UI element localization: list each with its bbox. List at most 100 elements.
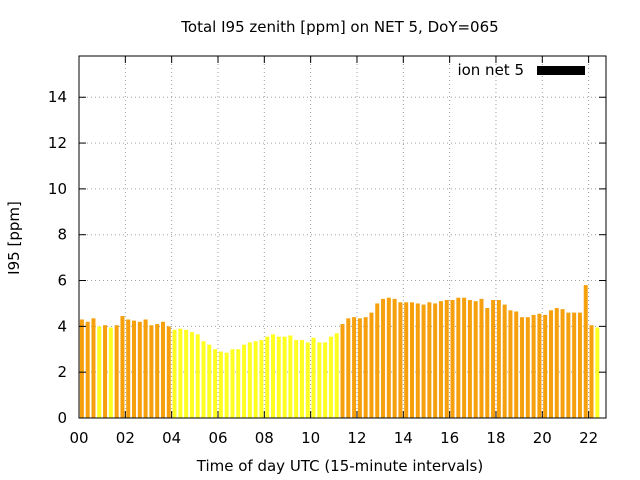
bar: [259, 340, 264, 418]
bar: [433, 303, 438, 418]
y-tick-label: 10: [48, 180, 67, 198]
bar: [363, 317, 368, 418]
bar: [543, 314, 548, 418]
plot-frame: [78, 55, 607, 419]
bar: [508, 310, 513, 418]
x-tick-label: 18: [486, 429, 505, 447]
bar: [409, 302, 414, 418]
bar: [525, 317, 530, 418]
x-tick-label: 10: [301, 429, 320, 447]
bar: [496, 300, 501, 418]
chart-title: Total I95 zenith [ppm] on NET 5, DoY=065: [180, 18, 498, 36]
x-tick-label: 14: [394, 429, 413, 447]
y-tick-label: 0: [57, 409, 67, 427]
bar: [195, 334, 200, 418]
x-axis-ticks: 00 02 04 06 08 10 12 14 16 18 20 22: [69, 56, 598, 447]
bar: [236, 349, 241, 418]
bar: [502, 304, 507, 418]
x-tick-label: 06: [208, 429, 227, 447]
bar: [149, 325, 154, 418]
bar: [334, 333, 339, 418]
bar: [323, 342, 328, 418]
bar: [294, 340, 299, 418]
legend-label: ion net 5: [457, 61, 524, 79]
bar: [253, 341, 258, 418]
bar: [299, 340, 304, 418]
bar: [97, 326, 102, 418]
bar: [218, 351, 223, 418]
bar: [143, 319, 148, 418]
x-tick-label: 20: [533, 429, 552, 447]
bar: [537, 313, 542, 418]
bar: [132, 320, 137, 418]
bar: [271, 334, 276, 418]
bar: [126, 319, 131, 418]
bar: [572, 312, 577, 418]
x-tick-label: 04: [162, 429, 181, 447]
bar: [160, 321, 165, 418]
bar: [247, 342, 252, 418]
bar: [381, 298, 386, 418]
bar: [548, 310, 553, 418]
bar: [566, 312, 571, 418]
y-axis-ticks: 0 2 4 6 8 10 12 14: [48, 88, 606, 427]
bar: [108, 327, 113, 418]
bar: [589, 325, 594, 418]
grid-lines: [79, 56, 606, 418]
bar: [207, 344, 212, 418]
bar: [242, 344, 247, 418]
y-tick-label: 12: [48, 134, 67, 152]
bar: [520, 317, 525, 418]
bar: [172, 329, 177, 418]
bar: [224, 352, 229, 418]
bar: [485, 308, 490, 418]
bar: [450, 300, 455, 418]
bar: [184, 329, 189, 418]
bar: [583, 285, 588, 418]
y-tick-label: 14: [48, 88, 67, 106]
bar: [444, 300, 449, 418]
bar: [265, 336, 270, 418]
bar: [91, 318, 96, 418]
y-axis-label: I95 [ppm]: [5, 201, 23, 275]
bar: [340, 324, 345, 418]
bar: [230, 349, 235, 418]
bar: [577, 312, 582, 418]
legend-swatch: [537, 66, 585, 75]
x-tick-label: 02: [116, 429, 135, 447]
bar: [467, 300, 472, 418]
bar: [317, 342, 322, 418]
x-tick-label: 12: [347, 429, 366, 447]
bar: [560, 309, 565, 418]
bar: [79, 319, 84, 418]
bar: [288, 335, 293, 418]
y-tick-label: 4: [57, 317, 67, 335]
bar: [514, 311, 519, 418]
bar: [352, 317, 357, 418]
bar: [375, 303, 380, 418]
bar: [213, 349, 218, 418]
bar: [595, 327, 600, 418]
bar: [311, 337, 316, 418]
bar: [201, 341, 206, 418]
bar: [155, 324, 160, 418]
bar: [282, 336, 287, 418]
legend: ion net 5: [457, 61, 585, 79]
x-axis-label: Time of day UTC (15-minute intervals): [196, 457, 483, 475]
bar: [554, 308, 559, 418]
bar: [137, 321, 142, 418]
bar: [427, 302, 432, 418]
x-tick-label: 08: [255, 429, 274, 447]
bar: [479, 298, 484, 418]
bar: [276, 336, 281, 418]
bar: [114, 325, 119, 418]
bar: [305, 342, 310, 418]
bar: [166, 326, 171, 418]
x-tick-label: 00: [69, 429, 88, 447]
y-tick-label: 8: [57, 226, 67, 244]
bar: [456, 297, 461, 418]
bar: [357, 318, 362, 418]
bar: [103, 325, 108, 418]
bar: [178, 328, 183, 418]
